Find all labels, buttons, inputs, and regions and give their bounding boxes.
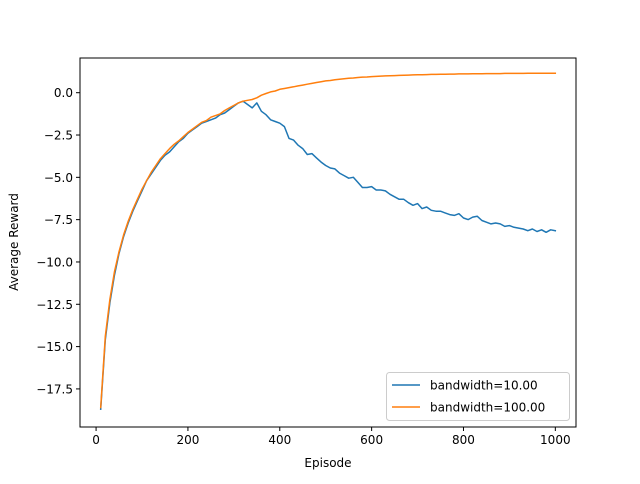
x-tick-label: 0 <box>92 433 100 447</box>
x-axis: 0 200 400 600 800 1000 <box>92 427 571 447</box>
x-axis-label: Episode <box>304 456 351 470</box>
x-tick-label: 800 <box>452 433 475 447</box>
y-tick-label: −2.5 <box>44 129 73 143</box>
plot-frame <box>79 57 577 428</box>
x-tick-label: 600 <box>360 433 383 447</box>
y-tick-label: −7.5 <box>44 213 73 227</box>
legend: bandwidth=10.00 bandwidth=100.00 <box>386 372 570 421</box>
legend-box <box>386 372 570 421</box>
x-tick-label: 200 <box>176 433 199 447</box>
series-layer <box>99 72 557 410</box>
x-tick-label: 1000 <box>540 433 571 447</box>
y-tick-label: −10.0 <box>36 255 73 269</box>
y-tick-label: −12.5 <box>36 298 73 312</box>
y-tick-label: −15.0 <box>36 340 73 354</box>
series-line-bandwidth-10 <box>99 100 557 410</box>
legend-label-bandwidth-10: bandwidth=10.00 <box>430 379 538 393</box>
y-axis-label: Average Reward <box>7 193 21 291</box>
series-line-bandwidth-100 <box>99 72 557 409</box>
y-tick-label: −17.5 <box>36 382 73 396</box>
legend-label-bandwidth-100: bandwidth=100.00 <box>430 401 545 415</box>
x-tick-label: 400 <box>268 433 291 447</box>
y-tick-label: −5.0 <box>44 171 73 185</box>
y-tick-label: 0.0 <box>54 86 73 100</box>
y-axis: 0.0 −2.5 −5.0 −7.5 −10.0 −12.5 −15.0 −17.5 <box>36 86 80 396</box>
